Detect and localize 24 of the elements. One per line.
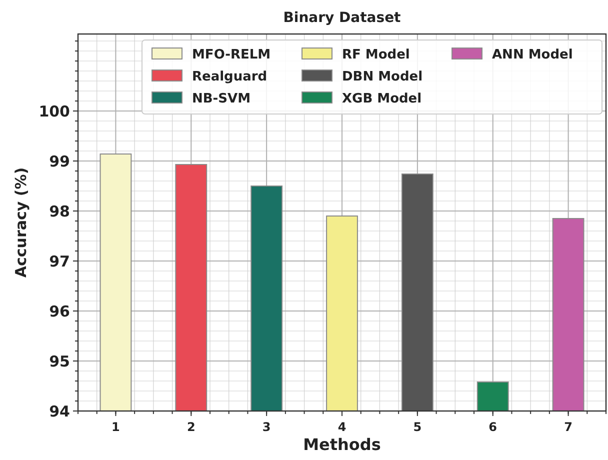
- y-tick-label: 99: [49, 152, 70, 170]
- x-tick-label: 5: [413, 420, 422, 434]
- legend-label: XGB Model: [342, 92, 422, 107]
- y-tick-label: 94: [49, 402, 70, 420]
- chart-title: Binary Dataset: [283, 10, 402, 26]
- legend-label: DBN Model: [342, 70, 423, 85]
- x-tick-label: 2: [186, 420, 196, 434]
- x-tick-label: 1: [112, 420, 120, 434]
- y-axis-title: Accuracy (%): [12, 167, 30, 278]
- legend-label: MFO-RELM: [192, 48, 271, 63]
- x-tick-label: 7: [564, 420, 572, 434]
- x-tick-label: 6: [488, 420, 498, 434]
- y-tick-label: 98: [49, 202, 70, 220]
- y-tick-label: 96: [49, 302, 70, 320]
- x-axis-title: Methods: [303, 435, 381, 454]
- y-tick-label: 97: [49, 252, 70, 270]
- x-tick-label: 3: [262, 420, 271, 434]
- legend-label: ANN Model: [492, 48, 573, 63]
- legend-label: NB-SVM: [192, 92, 251, 107]
- y-tick-label: 100: [38, 102, 70, 120]
- y-tick-label: 95: [49, 352, 70, 370]
- legend-label: RF Model: [342, 48, 410, 63]
- legend-label: Realguard: [192, 70, 268, 85]
- x-tick-label: 4: [338, 420, 346, 434]
